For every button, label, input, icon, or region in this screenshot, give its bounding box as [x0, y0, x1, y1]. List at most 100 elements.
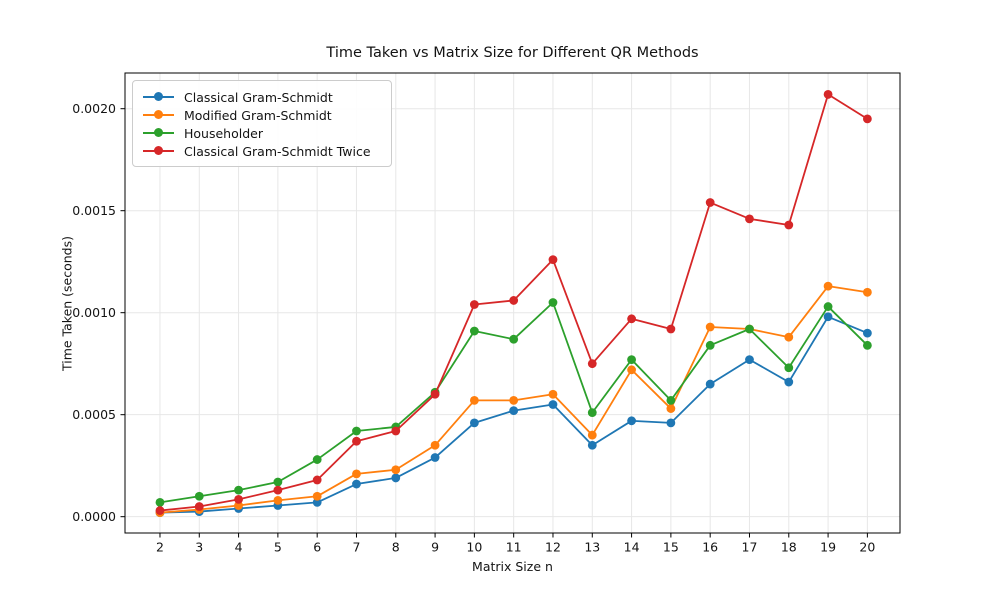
series-marker-0	[352, 479, 361, 489]
series-marker-2	[587, 408, 597, 418]
series-marker-3	[784, 220, 794, 230]
x-axis-label: Matrix Size n	[472, 559, 553, 574]
series-marker-2	[745, 324, 754, 334]
series-marker-2	[469, 326, 479, 336]
series-marker-2	[352, 426, 361, 436]
x-tick-label: 8	[392, 540, 400, 555]
series-marker-3	[469, 300, 479, 309]
series-marker-0	[784, 377, 794, 387]
series-marker-0	[391, 473, 401, 483]
series-marker-0	[823, 312, 833, 322]
legend-dot	[154, 128, 163, 137]
legend-label: Classical Gram-Schmidt	[184, 89, 333, 105]
series-marker-1	[352, 469, 361, 479]
series-marker-3	[273, 485, 283, 495]
series-marker-0	[312, 498, 322, 507]
series-marker-2	[823, 302, 833, 311]
legend-line-marker-icon	[143, 92, 174, 102]
legend-label: Classical Gram-Schmidt Twice	[184, 143, 371, 159]
series-marker-3	[627, 314, 636, 324]
legend-item-1: Modified Gram-Schmidt	[143, 106, 381, 124]
legend-label: Householder	[184, 125, 263, 141]
series-marker-2	[273, 477, 283, 487]
series-marker-2	[548, 298, 558, 307]
x-tick-label: 10	[466, 540, 482, 555]
x-tick-label: 16	[702, 540, 718, 555]
legend-label: Modified Gram-Schmidt	[184, 107, 332, 123]
chart-title: Time Taken vs Matrix Size for Different …	[326, 45, 699, 61]
series-marker-3	[745, 214, 754, 224]
x-tick-label: 12	[545, 540, 561, 555]
series-marker-3	[823, 90, 833, 99]
series-marker-3	[666, 324, 676, 334]
series-marker-2	[234, 485, 243, 495]
x-tick-label: 20	[859, 540, 875, 555]
series-marker-3	[391, 426, 401, 436]
legend-item-0: Classical Gram-Schmidt	[143, 88, 381, 106]
y-axis-label: Time Taken (seconds)	[59, 235, 75, 372]
legend-line-marker-icon	[143, 110, 174, 120]
series-marker-2	[862, 340, 872, 350]
legend-item-3: Classical Gram-Schmidt Twice	[143, 142, 381, 160]
series-marker-0	[548, 400, 558, 409]
x-tick-label: 7	[353, 540, 361, 555]
series-marker-1	[587, 430, 597, 440]
series-marker-0	[587, 440, 597, 450]
series-marker-1	[469, 396, 479, 405]
series-marker-0	[469, 418, 479, 428]
x-tick-label: 11	[506, 540, 522, 555]
series-marker-3	[548, 255, 558, 265]
x-tick-label: 2	[156, 540, 164, 555]
series-marker-3	[155, 506, 165, 515]
series-marker-2	[155, 498, 165, 507]
legend-dot	[154, 92, 163, 101]
series-marker-3	[352, 436, 361, 446]
series-marker-0	[745, 355, 754, 365]
series-marker-1	[823, 281, 833, 291]
series-marker-1	[627, 365, 636, 375]
series-marker-1	[548, 389, 558, 399]
legend: Classical Gram-Schmidt Modified Gram-Schm…	[132, 80, 392, 167]
x-tick-label: 9	[431, 540, 439, 555]
y-tick-label: 0.0000	[72, 509, 116, 524]
x-tick-label: 3	[195, 540, 203, 555]
series-marker-0	[627, 416, 636, 426]
x-tick-label: 6	[313, 540, 321, 555]
series-marker-1	[784, 332, 794, 342]
legend-line-marker-icon	[143, 128, 174, 138]
x-tick-label: 18	[781, 540, 797, 555]
series-marker-3	[862, 114, 872, 124]
y-tick-label: 0.0020	[72, 101, 116, 116]
series-marker-2	[509, 334, 519, 344]
series-marker-2	[312, 455, 322, 464]
y-tick-label: 0.0005	[72, 407, 116, 422]
series-marker-2	[784, 363, 794, 373]
series-marker-0	[705, 379, 715, 389]
series-marker-1	[312, 491, 322, 501]
series-marker-1	[234, 501, 243, 510]
series-marker-1	[509, 396, 519, 405]
series-marker-3	[509, 296, 519, 305]
series-marker-2	[627, 355, 636, 365]
series-marker-3	[705, 198, 715, 207]
series-marker-1	[430, 440, 440, 450]
x-tick-label: 4	[235, 540, 243, 555]
series-marker-0	[430, 453, 440, 462]
series-marker-0	[666, 418, 676, 428]
series-marker-2	[194, 491, 204, 501]
series-marker-1	[273, 495, 283, 505]
series-marker-1	[391, 465, 401, 475]
legend-dot	[154, 146, 163, 155]
y-tick-label: 0.0010	[72, 305, 116, 320]
series-marker-1	[705, 322, 715, 332]
series-marker-3	[234, 494, 243, 504]
legend-line-marker-icon	[143, 146, 174, 156]
series-marker-1	[862, 287, 872, 297]
x-tick-label: 19	[820, 540, 836, 555]
x-tick-label: 5	[274, 540, 282, 555]
series-marker-0	[509, 406, 519, 416]
legend-item-2: Householder	[143, 124, 381, 142]
series-marker-0	[862, 328, 872, 338]
series-marker-3	[312, 475, 322, 485]
